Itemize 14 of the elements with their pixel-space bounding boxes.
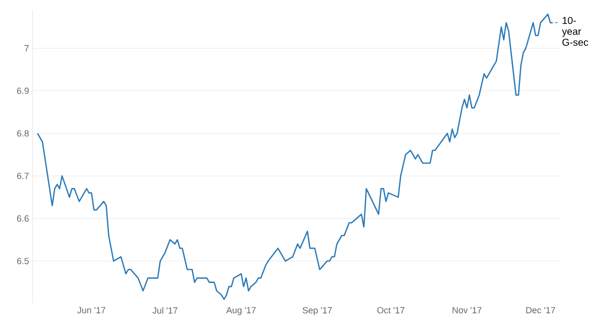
x-tick-label: Nov '17 bbox=[452, 306, 482, 314]
x-tick-label: Jun '17 bbox=[77, 306, 106, 314]
y-tick-label: 6.8 bbox=[17, 130, 29, 136]
x-tick-label: Dec '17 bbox=[526, 306, 556, 314]
x-tick-label: Sep '17 bbox=[302, 306, 332, 315]
y-tick-label: 7 bbox=[24, 44, 29, 52]
y-tick-label: 6.5 bbox=[17, 258, 29, 264]
legend-label: 10-year G-sec bbox=[562, 16, 588, 46]
y-tick-label: 6.9 bbox=[17, 87, 29, 94]
y-tick-label: 6.6 bbox=[17, 215, 29, 222]
y-tick-label: 6.7 bbox=[17, 172, 29, 179]
x-tick-label: Jul '17 bbox=[152, 306, 178, 314]
x-tick-label: Oct '17 bbox=[377, 306, 404, 314]
x-tick-label: Aug '17 bbox=[226, 306, 256, 315]
